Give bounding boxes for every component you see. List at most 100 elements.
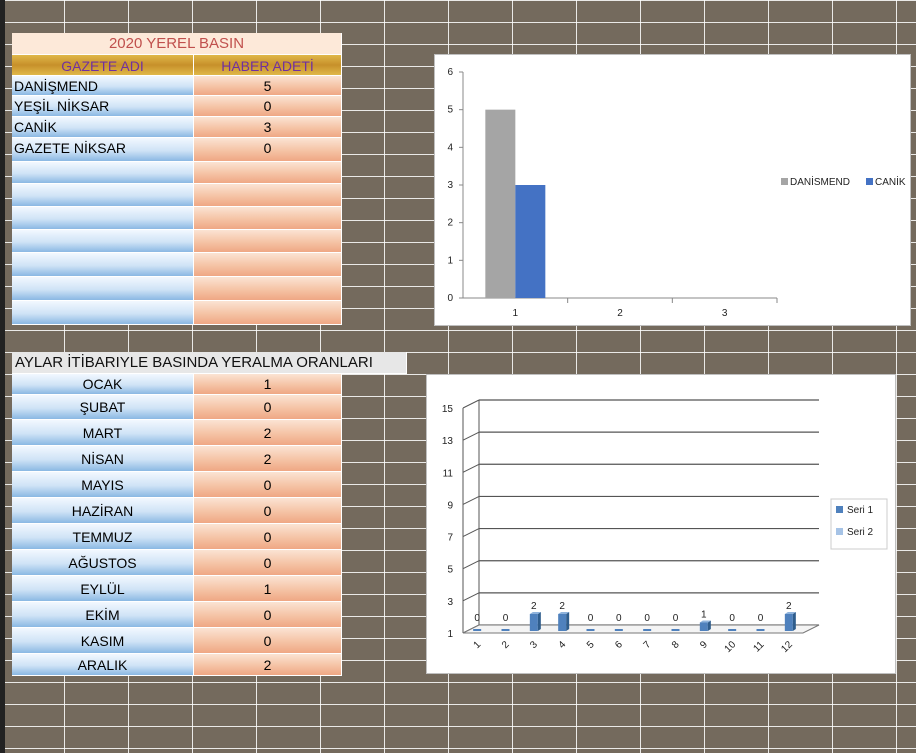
month-value[interactable]: 2 <box>194 420 342 446</box>
y-tick-label: 3 <box>447 180 453 191</box>
empty-count-cell[interactable] <box>194 184 342 207</box>
x-tick-label: 5 <box>585 639 597 651</box>
data-label: 0 <box>758 613 764 624</box>
y-tick-label: 5 <box>447 105 453 116</box>
month-value[interactable]: 0 <box>194 498 342 524</box>
month-value[interactable]: 0 <box>194 602 342 628</box>
bar3d-front <box>699 622 708 631</box>
bar3d-front <box>473 629 482 631</box>
month-value[interactable]: 0 <box>194 550 342 576</box>
empty-count-cell[interactable] <box>194 162 342 184</box>
month-name[interactable]: ARALIK <box>12 654 194 676</box>
month-name[interactable]: AĞUSTOS <box>12 550 194 576</box>
legend-swatch <box>866 178 873 185</box>
news-count[interactable]: 5 <box>194 76 342 96</box>
empty-count-cell[interactable] <box>194 207 342 230</box>
bar3d-side <box>537 612 541 631</box>
empty-name-cell[interactable] <box>12 184 194 207</box>
empty-name-cell[interactable] <box>12 207 194 230</box>
newspaper-name[interactable]: DANİŞMEND <box>12 76 194 96</box>
data-label: 0 <box>673 613 679 624</box>
bar3d-front <box>643 629 652 631</box>
y-tick-label: 15 <box>442 404 454 415</box>
empty-count-cell[interactable] <box>194 253 342 277</box>
x-tick-label: 9 <box>698 639 710 651</box>
empty-count-cell[interactable] <box>194 277 342 301</box>
month-value[interactable]: 0 <box>194 524 342 550</box>
press-bar-chart-svg: 0 1 2 3 4 5 6 1 2 3 DANİSMEND CANİK <box>447 67 905 319</box>
news-count[interactable]: 3 <box>194 117 342 138</box>
month-name[interactable]: MAYIS <box>12 472 194 498</box>
data-label: 0 <box>729 613 735 624</box>
legend-label: Seri 1 <box>847 505 874 516</box>
month-value[interactable]: 2 <box>194 446 342 472</box>
gridline-side <box>462 495 480 505</box>
empty-name-cell[interactable] <box>12 301 194 325</box>
y-tick-label: 6 <box>447 67 453 78</box>
month-name[interactable]: KASIM <box>12 628 194 654</box>
y-tick-label: 1 <box>447 255 453 266</box>
month-value[interactable]: 1 <box>194 576 342 602</box>
legend-label: DANİSMEND <box>790 175 850 188</box>
month-name[interactable]: NİSAN <box>12 446 194 472</box>
empty-count-cell[interactable] <box>194 301 342 325</box>
month-name[interactable]: MART <box>12 420 194 446</box>
legend-swatch <box>836 506 843 513</box>
bar <box>515 185 546 298</box>
y-tick-label: 0 <box>447 293 453 304</box>
chart-floor <box>462 624 820 634</box>
month-name[interactable]: EYLÜL <box>12 576 194 602</box>
col-header-news-count[interactable]: HABER ADETİ <box>194 55 342 76</box>
y-tick-label: 9 <box>447 500 453 511</box>
empty-name-cell[interactable] <box>12 230 194 253</box>
month-name[interactable]: EKİM <box>12 602 194 628</box>
bar3d-front <box>784 614 793 631</box>
empty-name-cell[interactable] <box>12 277 194 301</box>
x-tick-label: 6 <box>613 639 625 651</box>
x-tick-label: 4 <box>557 639 569 651</box>
bar3d-front <box>501 629 510 631</box>
newspaper-name[interactable]: GAZETE NİKSAR <box>12 138 194 162</box>
month-value[interactable]: 1 <box>194 374 342 395</box>
x-tick-label: 2 <box>617 308 623 319</box>
month-value[interactable]: 0 <box>194 395 342 420</box>
month-value[interactable]: 0 <box>194 628 342 654</box>
press-bar-chart[interactable]: 0 1 2 3 4 5 6 1 2 3 DANİSMEND CANİK <box>434 54 911 326</box>
bar <box>485 109 516 298</box>
gridline-side <box>462 399 480 409</box>
month-value[interactable]: 2 <box>194 654 342 676</box>
newspaper-name[interactable]: CANİK <box>12 117 194 138</box>
newspaper-name[interactable]: YEŞİL NİKSAR <box>12 96 194 117</box>
news-count[interactable]: 0 <box>194 96 342 117</box>
y-tick-label: 5 <box>447 565 453 576</box>
month-name[interactable]: TEMMUZ <box>12 524 194 550</box>
gridline-side <box>462 528 480 538</box>
month-name[interactable]: ŞUBAT <box>12 395 194 420</box>
legend-swatch <box>836 528 843 535</box>
data-label: 2 <box>559 601 565 612</box>
bar3d-side <box>707 620 711 631</box>
x-tick-label: 1 <box>472 639 484 651</box>
month-name[interactable]: HAZİRAN <box>12 498 194 524</box>
news-count[interactable]: 0 <box>194 138 342 162</box>
x-tick-label: 10 <box>723 639 739 655</box>
gridline-side <box>462 463 480 473</box>
data-label: 2 <box>531 601 537 612</box>
x-tick-label: 12 <box>779 639 795 655</box>
bar3d-front <box>671 629 680 631</box>
month-name[interactable]: OCAK <box>12 374 194 395</box>
month-value[interactable]: 0 <box>194 472 342 498</box>
empty-name-cell[interactable] <box>12 253 194 277</box>
empty-count-cell[interactable] <box>194 230 342 253</box>
bar3d-top <box>558 612 570 614</box>
y-tick-label: 11 <box>443 468 454 479</box>
col-header-newspaper[interactable]: GAZETE ADI <box>12 55 194 76</box>
monthly-table-title[interactable]: AYLAR İTİBARIYLE BASINDA YERALMA ORANLAR… <box>12 352 407 374</box>
press-table-title[interactable]: 2020 YEREL BASIN <box>12 33 342 55</box>
data-label: 0 <box>588 613 594 624</box>
data-label: 0 <box>616 613 622 624</box>
legend-swatch <box>781 178 788 185</box>
legend-label: Seri 2 <box>847 527 874 538</box>
monthly-3d-bar-chart[interactable]: 1 3 5 7 9 11 13 15 0 1 0 2 2 3 2 4 0 5 0 6 0 7 0 8 1 9 0 10 0 11 2 12 Se… <box>426 374 896 674</box>
empty-name-cell[interactable] <box>12 162 194 184</box>
